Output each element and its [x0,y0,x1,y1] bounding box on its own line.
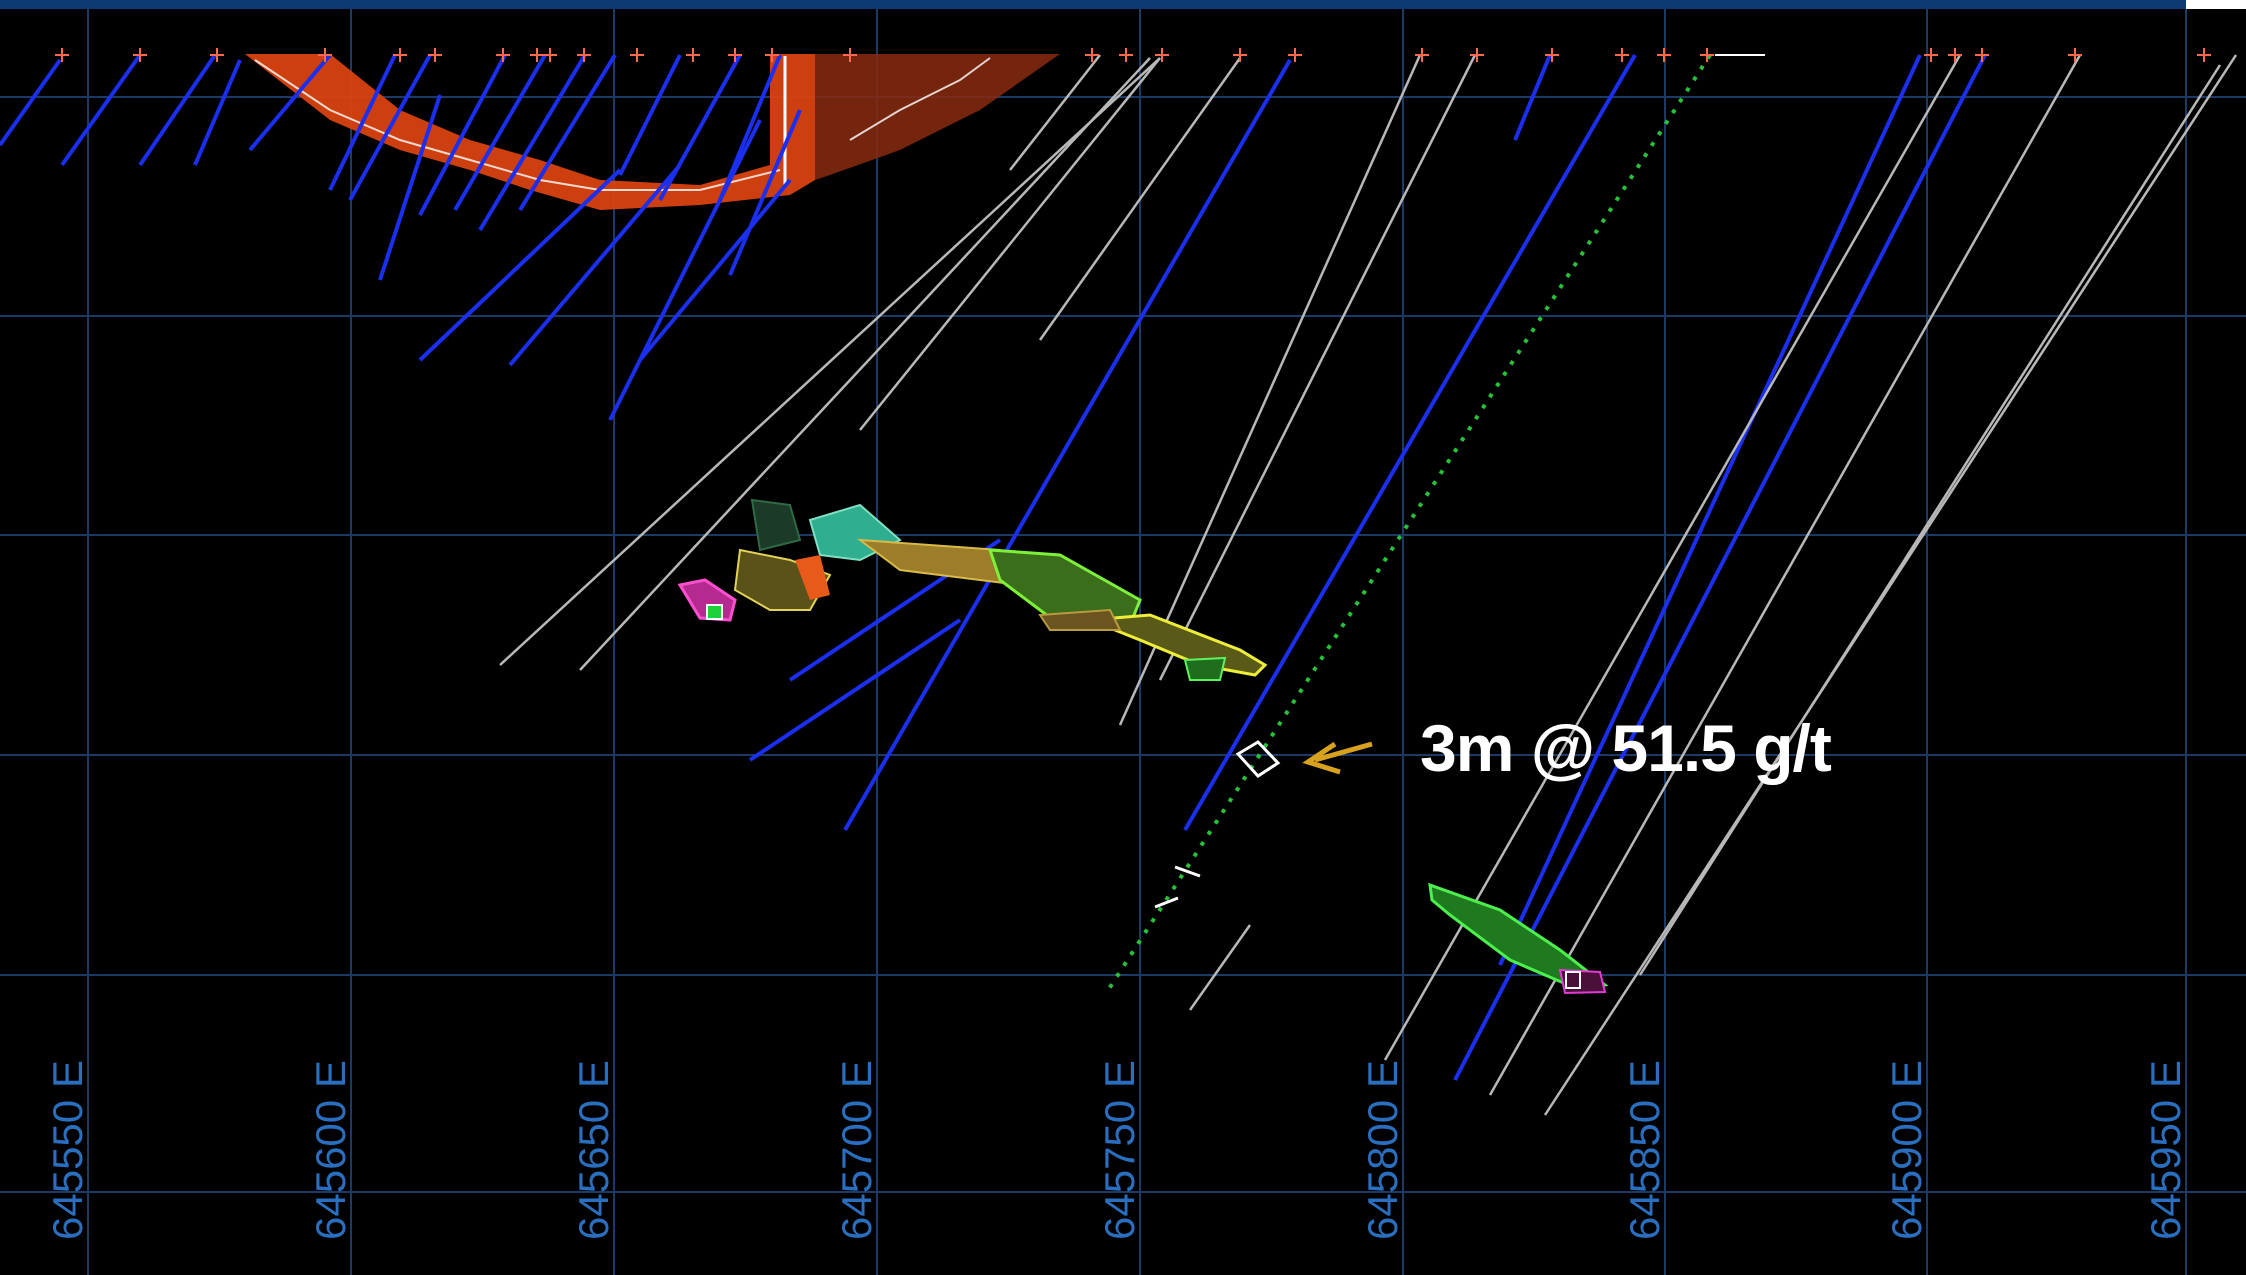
easting-label: 645700 E [833,1060,880,1240]
easting-label: 645550 E [44,1060,91,1240]
collar-cross-icon [55,48,2211,62]
central-ore-lenses [677,498,1268,681]
easting-label: 645800 E [1359,1060,1406,1240]
lower-ore-lens [1428,882,1609,995]
drillhole-green-dotted [1103,53,1712,997]
grade-callout-label: 3m @ 51.5 g/t [1420,711,1832,785]
drillholes-grey [499,54,2238,1116]
top-bar-end [2186,0,2246,9]
easting-label: 645950 E [2142,1060,2189,1240]
easting-label: 645750 E [1096,1060,1143,1240]
drillholes-blue [0,53,1987,1081]
easting-label: 645850 E [1621,1060,1668,1240]
top-bar [0,0,2186,9]
easting-label: 645600 E [307,1060,354,1240]
grid-lines [0,9,2246,1275]
easting-label: 645650 E [570,1060,617,1240]
callout-arrow-icon [1302,741,1373,775]
easting-label: 645900 E [1883,1060,1930,1240]
intercept-ticks [1154,865,1201,909]
intercept-highlight [1235,740,1281,778]
orebody-wireframe [245,54,1060,210]
